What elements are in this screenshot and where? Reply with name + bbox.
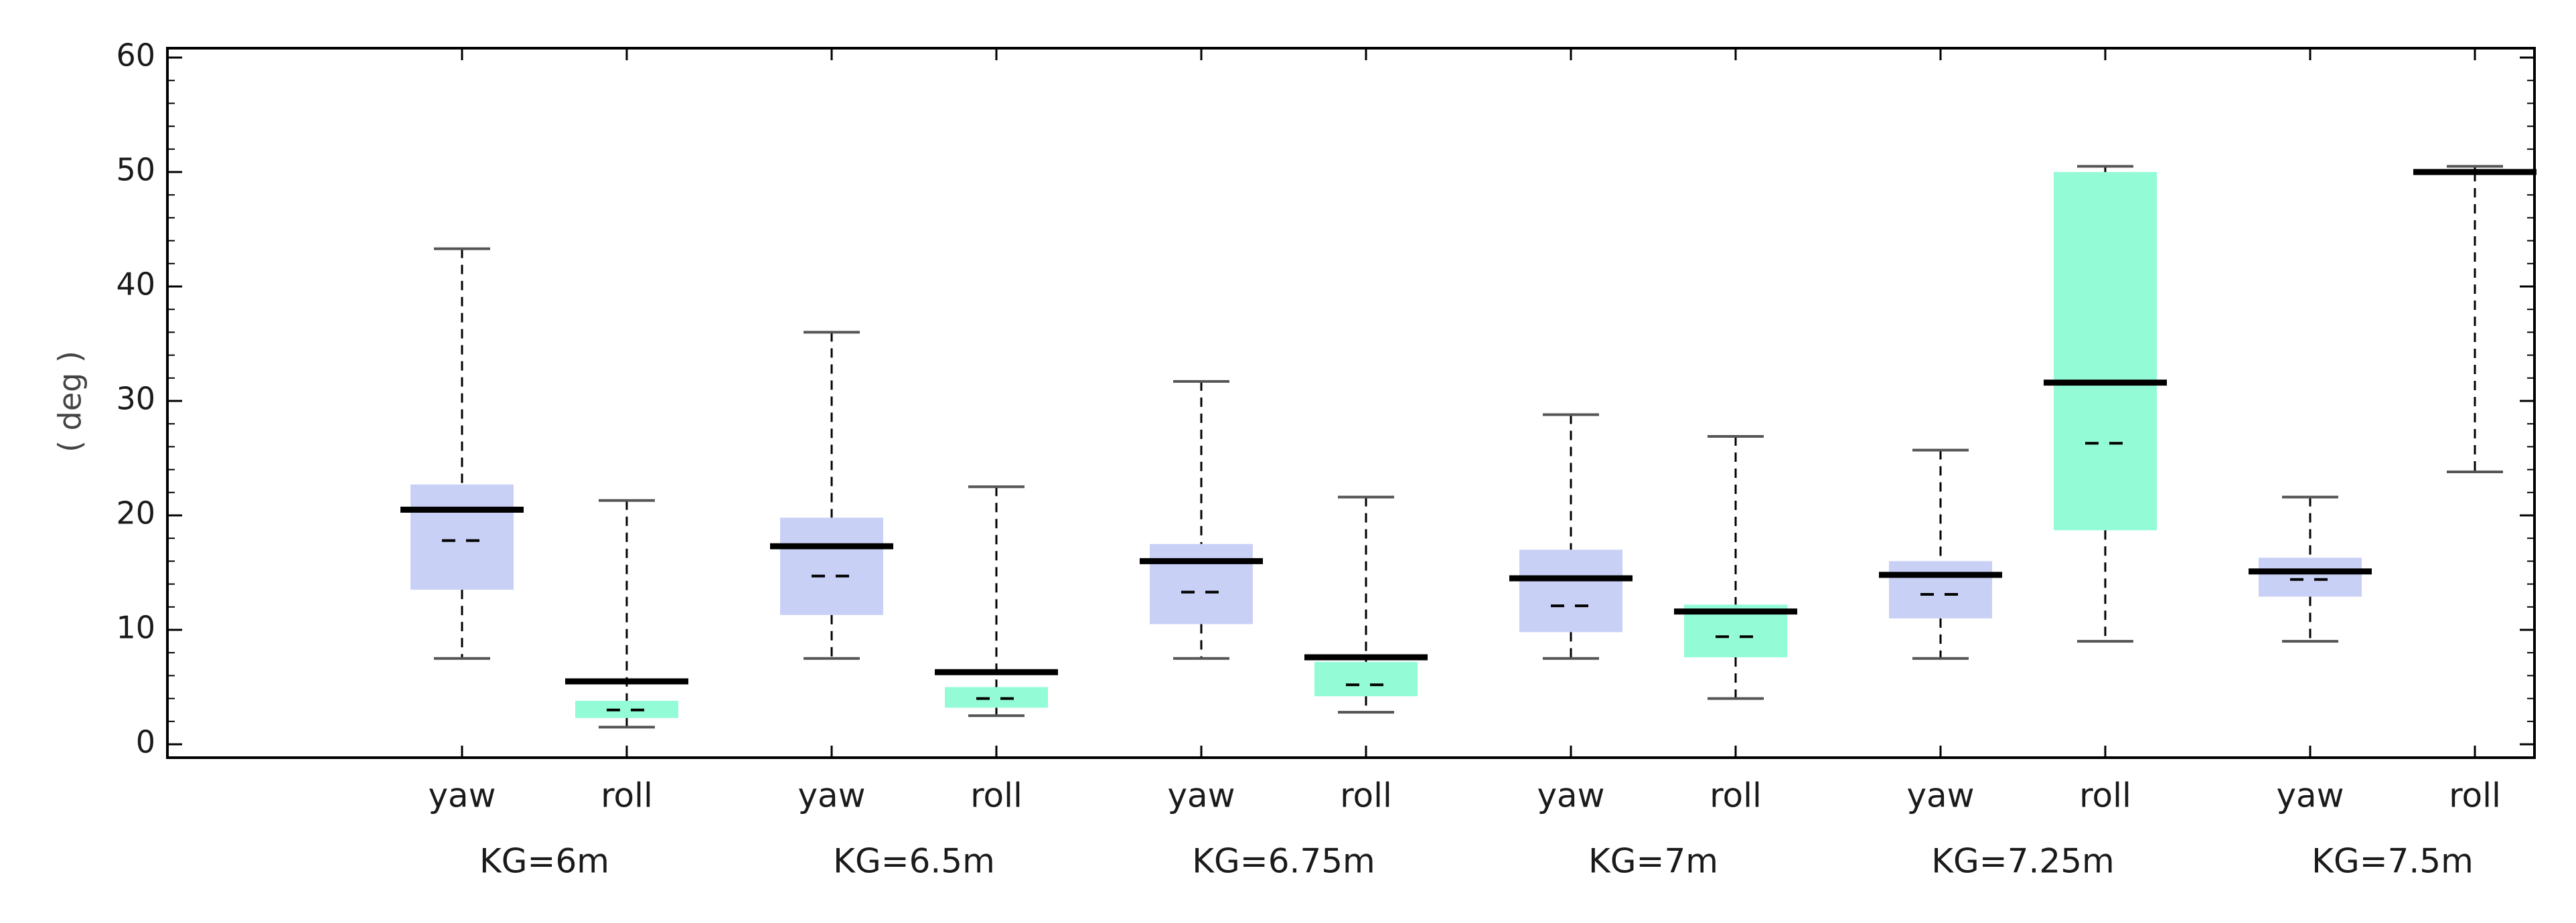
category-label-yaw: yaw xyxy=(428,776,496,815)
category-label-roll: roll xyxy=(1340,776,1392,815)
box-KG=7.25m-yaw xyxy=(1879,48,2002,758)
y-tick-label: 30 xyxy=(116,381,155,417)
category-label-yaw: yaw xyxy=(1537,776,1604,815)
group-label: KG=7m xyxy=(1588,842,1718,881)
iqr-box xyxy=(780,517,883,615)
box-KG=6.5m-yaw xyxy=(770,48,893,758)
y-tick-label: 10 xyxy=(116,610,155,646)
category-label-yaw: yaw xyxy=(1167,776,1235,815)
group-label: KG=7.5m xyxy=(2312,842,2474,881)
iqr-box xyxy=(575,701,678,718)
category-label-yaw: yaw xyxy=(2276,776,2344,815)
y-axis: 0 10 20 30 40 50 60 xyxy=(116,37,2534,760)
box-KG=6.5m-roll xyxy=(935,48,1058,758)
group-label: KG=6.75m xyxy=(1192,842,1375,881)
category-label-yaw: yaw xyxy=(798,776,865,815)
box-KG=7.5m-yaw xyxy=(2249,48,2372,758)
plot-frame xyxy=(166,47,2536,759)
group-label: KG=7.25m xyxy=(1931,842,2114,881)
category-label-roll: roll xyxy=(2079,776,2131,815)
y-tick-label: 20 xyxy=(116,495,155,531)
y-tick-label: 60 xyxy=(116,37,155,74)
iqr-box xyxy=(2054,172,2157,531)
box-KG=7.25m-roll xyxy=(2044,48,2167,758)
iqr-box xyxy=(1314,661,1418,697)
category-label-roll: roll xyxy=(970,776,1022,815)
y-tick-label: 40 xyxy=(116,266,155,303)
category-label-roll: roll xyxy=(2449,776,2501,815)
category-label-roll: roll xyxy=(601,776,653,815)
iqr-box xyxy=(1150,543,1253,624)
box-KG=6m-roll xyxy=(565,48,688,758)
group-label: KG=6m xyxy=(479,842,609,881)
box-KG=7.5m-roll xyxy=(2413,48,2536,758)
iqr-box xyxy=(1519,550,1622,633)
iqr-box xyxy=(1889,561,1992,618)
box-KG=6.75m-yaw xyxy=(1140,48,1263,758)
iqr-box xyxy=(410,484,514,590)
y-tick-label: 50 xyxy=(116,152,155,188)
category-label-yaw: yaw xyxy=(1906,776,1974,815)
iqr-box xyxy=(2259,558,2362,597)
group-label: KG=6.5m xyxy=(833,842,995,881)
category-label-roll: roll xyxy=(1710,776,1762,815)
y-axis-label: ( deg ) xyxy=(52,351,88,452)
x-axis-labels: KG=6m yaw roll KG=6.5m yaw roll KG=6.75m yaw rol… xyxy=(428,776,2500,881)
y-tick-label: 0 xyxy=(136,724,155,760)
boxes-layer xyxy=(400,48,2536,758)
box-KG=6.75m-roll xyxy=(1304,48,1428,758)
box-KG=7m-roll xyxy=(1674,48,1797,758)
box-KG=6m-yaw xyxy=(400,48,524,758)
iqr-box xyxy=(945,687,1048,708)
box-KG=7m-yaw xyxy=(1509,48,1633,758)
